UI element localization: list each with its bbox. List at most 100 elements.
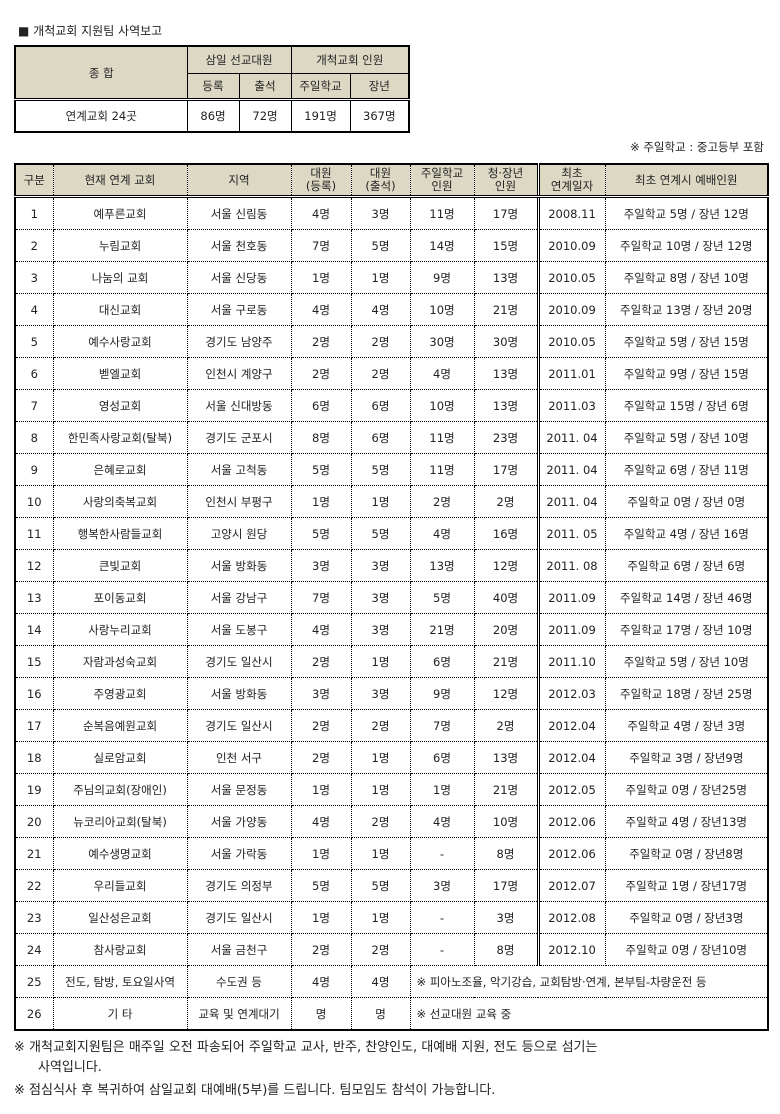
table-cell: 4명: [409, 517, 475, 550]
table-row: 16 주영광교회 서울 방화동 3명 3명 9명 12명 2012.03 주일학교 18명 / …: [14, 677, 769, 710]
table-cell: 3명: [350, 677, 411, 710]
church-table: 구분 현재 연계 교회 지역 대원 (등록) 대원 (출석) 주일학교 인원 청·장년 인원…: [14, 163, 769, 1031]
table-cell: 영성교회: [52, 389, 188, 422]
table-cell: 1명: [350, 837, 411, 870]
table-cell: 경기도 일산시: [186, 709, 292, 742]
summary-label: 연계교회 24곳: [14, 98, 188, 133]
table-cell: 2012.05: [536, 773, 606, 806]
table-cell: 21명: [473, 645, 539, 678]
table-cell: 예수생명교회: [52, 837, 188, 870]
table-cell: 2011. 08: [536, 549, 606, 582]
table-row: 22 우리들교회 경기도 의정부 5명 5명 3명 17명 2012.07 주일학교 1명 / …: [14, 869, 769, 902]
table-cell: 9명: [409, 677, 475, 710]
table-row: 26 기 타 교육 및 연계대기 명 명 ※ 선교대원 교육 중: [14, 997, 769, 1031]
table-cell: 경기도 일산시: [186, 901, 292, 934]
table-cell: 8명: [290, 421, 352, 454]
table-cell: 5명: [350, 453, 411, 486]
table-cell: 2012.08: [536, 901, 606, 934]
table-cell: 16: [14, 677, 54, 710]
column-header: 대원 (출석): [350, 163, 411, 198]
table-cell: 일산성은교회: [52, 901, 188, 934]
table-row: 2 누림교회 서울 천호동 7명 5명 14명 15명 2010.09 주일학교 10명 / 장…: [14, 229, 769, 262]
table-cell: 1명: [350, 741, 411, 774]
table-cell: 명: [290, 997, 352, 1031]
table-cell: 20명: [473, 613, 539, 646]
table-cell: 주일학교 0명 / 장년10명: [604, 933, 769, 966]
table-cell: 2명: [350, 325, 411, 358]
table-cell: 주일학교 4명 / 장년 3명: [604, 709, 769, 742]
table-cell: 교육 및 연계대기: [186, 997, 292, 1031]
table-cell: 뉴코리아교회(탈북): [52, 805, 188, 838]
table-cell: 인천시 부평구: [186, 485, 292, 518]
table-cell: 11명: [409, 196, 475, 230]
summary-att: 72명: [238, 98, 292, 133]
table-cell: 13명: [473, 389, 539, 422]
table-cell: 2명: [290, 933, 352, 966]
table-cell: 4명: [350, 965, 411, 998]
table-cell: 5: [14, 325, 54, 358]
table-cell: 2: [14, 229, 54, 262]
table-cell: 서울 신당동: [186, 261, 292, 294]
table-cell: 5명: [409, 581, 475, 614]
table-cell: 4명: [290, 965, 352, 998]
table-cell: 주일학교 13명 / 장년 20명: [604, 293, 769, 326]
table-cell: 은혜로교회: [52, 453, 188, 486]
table-row: 6 벧엘교회 인천시 계양구 2명 2명 4명 13명 2011.01 주일학교 9명 / 장년…: [14, 357, 769, 390]
table-cell: 서울 구로동: [186, 293, 292, 326]
table-cell: 경기도 일산시: [186, 645, 292, 678]
table-cell: 3명: [350, 613, 411, 646]
table-cell: 2012.04: [536, 741, 606, 774]
table-cell: 21명: [473, 773, 539, 806]
table-cell: 40명: [473, 581, 539, 614]
table-cell: 10명: [473, 805, 539, 838]
table-cell: 참사랑교회: [52, 933, 188, 966]
table-cell: 23명: [473, 421, 539, 454]
table-cell: 2명: [290, 357, 352, 390]
table-cell: 서울 도봉구: [186, 613, 292, 646]
table-cell: 사랑의축복교회: [52, 485, 188, 518]
table-cell: 3명: [290, 677, 352, 710]
summary-reg: 86명: [186, 98, 240, 133]
table-cell: 5명: [350, 869, 411, 902]
table-row: 15 자람과성숙교회 경기도 일산시 2명 1명 6명 21명 2011.10 주일학교 5명 …: [14, 645, 769, 678]
table-row: 20 뉴코리아교회(탈북) 서울 가양동 4명 2명 4명 10명 2012.06 주일학교 4…: [14, 805, 769, 838]
table-cell: 주일학교 15명 / 장년 6명: [604, 389, 769, 422]
table-cell: 2명: [350, 933, 411, 966]
table-cell: 기 타: [52, 997, 188, 1031]
table-cell: 4명: [409, 805, 475, 838]
table-cell: 19: [14, 773, 54, 806]
table-cell: 2011. 05: [536, 517, 606, 550]
table-cell: 4명: [290, 805, 352, 838]
footer-line-1b: 사역입니다.: [38, 1060, 102, 1075]
table-cell: 1명: [350, 485, 411, 518]
table-cell: 나눔의 교회: [52, 261, 188, 294]
table-cell: 12명: [473, 549, 539, 582]
table-cell: 예수사랑교회: [52, 325, 188, 358]
table-cell: 3명: [290, 549, 352, 582]
table-cell: 17명: [473, 196, 539, 230]
column-header: 주일학교 인원: [409, 163, 475, 198]
table-cell: 주일학교 4명 / 장년13명: [604, 805, 769, 838]
table-cell: 18: [14, 741, 54, 774]
table-cell: 20: [14, 805, 54, 838]
table-cell: 15: [14, 645, 54, 678]
table-cell: 16명: [473, 517, 539, 550]
table-row: 7 영성교회 서울 신대방동 6명 6명 10명 13명 2011.03 주일학교 15명 / …: [14, 389, 769, 422]
table-cell: 12명: [473, 677, 539, 710]
table-cell: 7명: [290, 229, 352, 262]
table-cell: 2011.09: [536, 581, 606, 614]
table-cell: 3명: [350, 581, 411, 614]
table-cell: 2008.11: [536, 196, 606, 230]
table-cell: 경기도 의정부: [186, 869, 292, 902]
table-cell: 11: [14, 517, 54, 550]
table-cell: 전도, 탐방, 토요일사역: [52, 965, 188, 998]
table-cell: 8명: [473, 933, 539, 966]
summary-church-header: 개척교회 인원: [290, 45, 410, 74]
sunday-school-note: ※ 주일학교 : 중고등부 포함: [630, 140, 764, 154]
table-cell: 11명: [409, 453, 475, 486]
table-cell: -: [409, 837, 475, 870]
table-cell: 17명: [473, 453, 539, 486]
table-cell: 고양시 원당: [186, 517, 292, 550]
table-cell: 24: [14, 933, 54, 966]
table-cell: 5명: [350, 229, 411, 262]
